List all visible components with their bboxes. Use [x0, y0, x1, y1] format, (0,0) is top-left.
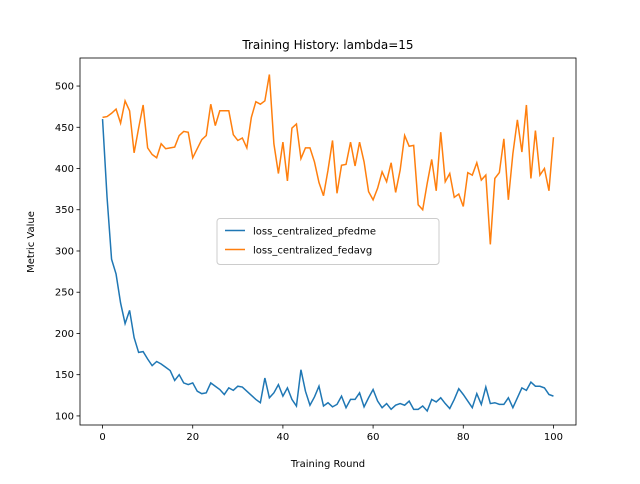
legend-label: loss_centralized_pfedme: [253, 227, 376, 238]
legend-label: loss_centralized_fedavg: [253, 246, 372, 257]
plot-frame: [79, 57, 577, 426]
y-tick-label: 250: [55, 288, 74, 299]
line-series: [102, 74, 555, 245]
x-tick-label: 100: [544, 432, 563, 443]
y-tick-label: 150: [55, 370, 74, 381]
x-tick-label: 40: [277, 432, 290, 443]
chart-title: Training History: lambda=15: [241, 38, 413, 52]
y-tick-label: 200: [55, 329, 74, 340]
line-series: [101, 118, 554, 413]
x-tick-label: 80: [457, 432, 470, 443]
y-tick-label: 100: [55, 411, 74, 422]
y-tick-label: 400: [55, 164, 74, 175]
y-tick-label: 450: [55, 123, 74, 134]
y-tick-label: 500: [55, 82, 74, 93]
x-tick-label: 0: [99, 432, 105, 443]
x-axis-label: Training Round: [290, 459, 365, 470]
y-tick-label: 350: [55, 205, 74, 216]
legend-box: [216, 218, 440, 265]
x-tick-label: 20: [186, 432, 199, 443]
x-tick-label: 60: [367, 432, 380, 443]
y-axis-label: Metric Value: [26, 211, 37, 273]
y-tick-label: 300: [55, 246, 74, 257]
